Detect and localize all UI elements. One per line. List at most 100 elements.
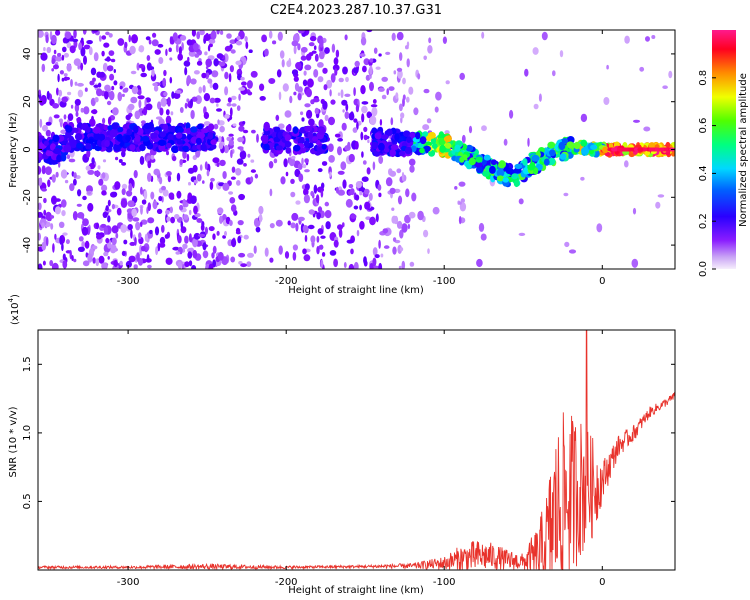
y-tick-label: -40 <box>22 237 33 253</box>
heatmap-cell <box>112 191 118 197</box>
heatmap-cell <box>502 177 509 183</box>
heatmap-cell <box>291 69 299 76</box>
heatmap-cell <box>369 65 373 75</box>
heatmap-cell <box>181 42 184 51</box>
heatmap-cell <box>188 181 191 186</box>
heatmap-cell <box>366 30 373 33</box>
heatmap-cell <box>76 142 84 149</box>
heatmap-cell <box>51 174 56 183</box>
heatmap-x-axis-label: Height of straight line (km) <box>288 285 424 296</box>
heatmap-cell <box>279 50 285 59</box>
heatmap-cell <box>101 35 107 40</box>
heatmap-cell <box>406 58 410 68</box>
heatmap-cell <box>91 30 99 33</box>
heatmap-cell <box>171 91 175 99</box>
heatmap-cell <box>182 198 186 208</box>
heatmap-cell <box>41 222 45 229</box>
heatmap-cell <box>303 140 310 148</box>
heatmap-cell <box>56 87 59 96</box>
heatmap-cell <box>82 30 87 35</box>
heatmap-cell <box>40 52 48 61</box>
heatmap-cell <box>176 172 181 182</box>
heatmap-cell <box>128 34 131 43</box>
heatmap-cell <box>38 165 42 175</box>
heatmap-cell <box>133 170 138 179</box>
heatmap-cell <box>70 104 74 109</box>
heatmap-cell <box>224 113 230 119</box>
heatmap-cell <box>476 165 483 174</box>
heatmap-cell <box>146 62 152 71</box>
heatmap-cell <box>207 45 211 52</box>
heatmap-cell <box>102 159 107 163</box>
heatmap-cell <box>263 143 270 151</box>
heatmap-cell <box>246 80 253 89</box>
heatmap-cell <box>152 32 157 38</box>
heatmap-cell <box>108 33 113 38</box>
heatmap-cell <box>111 85 115 91</box>
heatmap-cell <box>328 116 335 126</box>
heatmap-cell <box>372 161 376 171</box>
heatmap-cell <box>92 245 98 250</box>
heatmap-cell <box>90 67 97 76</box>
heatmap-cell <box>105 87 112 92</box>
heatmap-cell <box>313 45 317 50</box>
heatmap-cell <box>230 176 236 180</box>
heatmap-cell <box>348 263 355 269</box>
heatmap-cell <box>237 220 244 226</box>
heatmap-cell <box>362 65 367 73</box>
heatmap-cell <box>312 98 320 103</box>
heatmap-cell <box>369 115 377 126</box>
heatmap-cell <box>300 46 308 53</box>
heatmap-cell <box>81 226 89 236</box>
heatmap-cell <box>134 237 137 246</box>
heatmap-cell <box>243 234 249 240</box>
heatmap-cell <box>325 221 331 230</box>
heatmap-cell <box>665 141 671 148</box>
snr-frame <box>37 329 676 571</box>
heatmap-cell <box>216 30 220 35</box>
heatmap-cell <box>608 143 614 148</box>
heatmap-cell <box>229 197 236 204</box>
heatmap-cell <box>162 123 169 131</box>
heatmap-cell <box>329 171 332 177</box>
heatmap-cell <box>246 261 252 267</box>
heatmap-cell <box>496 175 504 182</box>
heatmap-cell <box>89 80 95 86</box>
heatmap-cell <box>163 69 167 77</box>
heatmap-cell <box>74 98 81 106</box>
heatmap-cell <box>209 97 216 104</box>
heatmap-cell <box>216 53 224 59</box>
heatmap-cell <box>236 105 241 111</box>
heatmap-cell <box>98 133 106 141</box>
heatmap-cell <box>397 69 403 79</box>
heatmap-cell <box>43 47 46 52</box>
heatmap-cell <box>87 202 94 212</box>
heatmap-cell <box>355 104 359 113</box>
heatmap-cell <box>297 163 303 170</box>
heatmap-cell <box>461 134 466 144</box>
heatmap-cell <box>312 136 319 142</box>
heatmap-cell <box>391 207 395 211</box>
heatmap-cell <box>285 147 292 154</box>
heatmap-cell <box>185 122 191 130</box>
heatmap-cell <box>400 112 405 119</box>
heatmap-cell <box>75 111 79 117</box>
heatmap-cell <box>428 37 432 44</box>
heatmap-cell <box>580 113 588 123</box>
heatmap-cell <box>212 82 219 90</box>
heatmap-cell <box>165 115 172 125</box>
heatmap-cell <box>345 103 349 112</box>
heatmap-cell <box>53 114 60 119</box>
heatmap-cell <box>113 80 118 86</box>
heatmap-cell <box>61 77 65 82</box>
heatmap-cell <box>219 215 223 224</box>
heatmap-cell <box>259 83 265 91</box>
heatmap-cell <box>622 147 629 152</box>
heatmap-cell <box>230 256 236 263</box>
heatmap-cell <box>298 173 304 182</box>
heatmap-cell <box>171 145 179 154</box>
heatmap-cell <box>64 31 72 39</box>
heatmap-cell <box>173 92 181 99</box>
heatmap-cell <box>169 76 173 84</box>
heatmap-cell <box>369 216 376 226</box>
